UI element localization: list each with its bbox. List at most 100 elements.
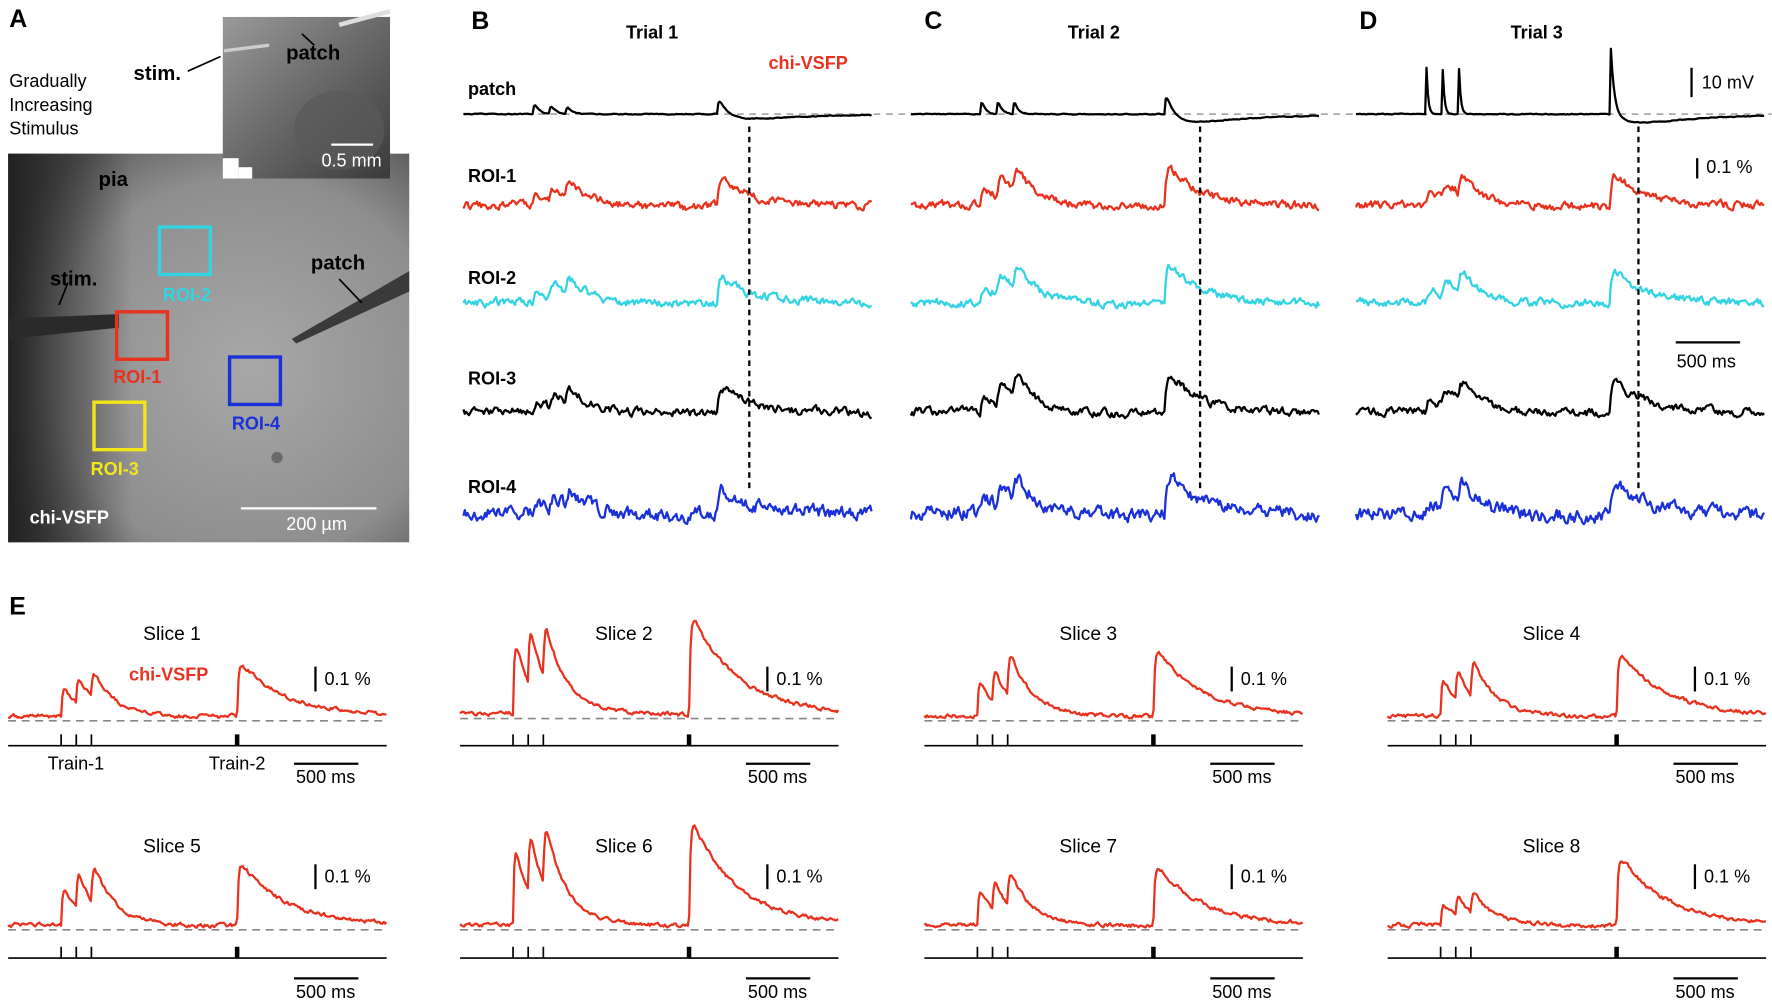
trace (910, 164, 1320, 212)
stim-pipette (8, 314, 119, 339)
slice-title: Slice 7 (1059, 836, 1117, 857)
trace (910, 97, 1320, 124)
scale-label: 0.1 % (776, 867, 822, 887)
trial-title: Trial 1 (626, 23, 678, 43)
label: patch (286, 43, 340, 65)
trace (910, 263, 1320, 310)
trace (1355, 377, 1765, 419)
trace (923, 867, 1304, 929)
trial-title: Trial 3 (1511, 23, 1563, 43)
stim-tick (234, 734, 240, 746)
trace (1354, 173, 1765, 212)
trace (459, 619, 840, 718)
scale-label: 0.1 % (776, 669, 822, 689)
note: Gradually (9, 71, 86, 91)
label: chi-VSFP (30, 507, 109, 527)
stim-tick (1151, 734, 1156, 746)
scale-label: 0.5 mm (321, 150, 381, 170)
stim-tick (686, 734, 692, 746)
trace (462, 176, 873, 212)
roi-label: ROI-2 (163, 285, 211, 305)
inset-tissue (293, 90, 385, 170)
scale-label: 0.1 % (324, 867, 370, 887)
trace (909, 472, 1320, 524)
panel-letter: E (9, 593, 26, 620)
inset-notch (222, 158, 239, 179)
patch-pipette (291, 271, 410, 344)
inset-pipette (223, 43, 270, 53)
trace (1354, 476, 1766, 526)
trace-label: ROI-2 (468, 268, 516, 288)
slice-title: Slice 6 (595, 836, 653, 857)
pointer (187, 55, 221, 72)
pointer (301, 33, 315, 46)
stim-tick (1614, 734, 1619, 746)
scale-label: 500 ms (296, 982, 355, 1001)
trace-label: ROI-1 (468, 166, 516, 186)
slice-title: Slice 1 (143, 624, 201, 645)
pointer (58, 282, 69, 306)
slice-title: Slice 3 (1059, 624, 1117, 645)
scale-label: 500 ms (748, 767, 807, 787)
scale-label: 500 ms (296, 767, 355, 787)
stim-tick (686, 946, 692, 959)
trace-label: ROI-4 (468, 477, 516, 497)
scale-label: 0.1 % (1704, 867, 1750, 887)
slice-title: Slice 4 (1523, 624, 1581, 645)
scale-label: 500 ms (1675, 982, 1734, 1001)
trace (1355, 47, 1765, 124)
label: stim. (134, 63, 181, 85)
scale-label: 500 ms (1675, 767, 1734, 787)
label: stim. (50, 269, 97, 291)
scale-label: 0.1 % (1706, 157, 1752, 177)
stim-tick (234, 946, 240, 959)
panel-letter: B (471, 8, 489, 35)
stim-tick (1151, 946, 1156, 959)
roi-box (92, 400, 147, 452)
train-label: Train-2 (209, 754, 266, 774)
roi-box (114, 310, 170, 361)
trace (462, 483, 873, 526)
panel-letter: D (1359, 8, 1377, 35)
trace (7, 664, 387, 720)
trace (923, 650, 1303, 720)
trace (463, 100, 872, 120)
train-label: Train-1 (48, 754, 105, 774)
scale-label: 200 µm (286, 514, 347, 534)
dye-label: chi-VSFP (129, 664, 208, 684)
roi-label: ROI-3 (91, 459, 139, 479)
label: pia (99, 169, 129, 191)
trace (462, 274, 873, 309)
trace (1386, 654, 1767, 720)
stim-tick (1614, 946, 1619, 959)
scale-label: 500 ms (1212, 982, 1271, 1001)
trace (1355, 268, 1765, 310)
trace (7, 864, 388, 929)
inset-notch (238, 167, 253, 179)
note: Increasing (9, 95, 92, 115)
roi-box (157, 225, 213, 277)
scale-label: 0.1 % (324, 669, 370, 689)
scale-label: 0.1 % (1241, 669, 1287, 689)
scale-label: 500 ms (1677, 351, 1736, 371)
trial-title: Trial 2 (1068, 23, 1120, 43)
slice-title: Slice 2 (595, 624, 653, 645)
trace (1387, 860, 1767, 930)
scale-label: 500 ms (1212, 767, 1271, 787)
speck (271, 451, 283, 464)
note: Stimulus (9, 119, 78, 139)
trace (459, 824, 839, 929)
scale-label: 0.1 % (1241, 867, 1287, 887)
inset-pipette (338, 9, 391, 28)
panel-letter: A (9, 6, 27, 33)
roi-label: ROI-4 (232, 414, 280, 434)
micrograph-edge (8, 153, 133, 543)
slice-title: Slice 8 (1523, 836, 1581, 857)
trace-label: patch (468, 79, 516, 99)
trace (462, 385, 873, 420)
scale-label: 10 mV (1702, 72, 1754, 92)
slice-title: Slice 5 (143, 836, 201, 857)
trace (909, 373, 1320, 420)
